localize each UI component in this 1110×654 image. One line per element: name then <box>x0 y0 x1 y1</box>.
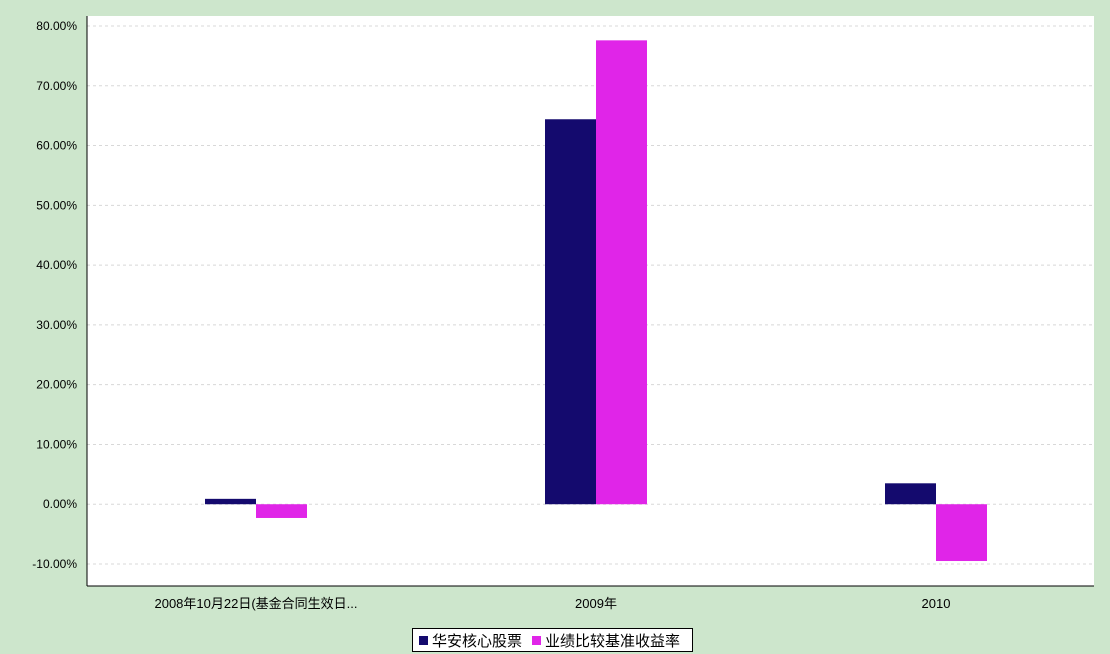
y-tick-label: 60.00% <box>36 139 77 153</box>
bar-2 <box>256 504 307 518</box>
y-tick-label: 0.00% <box>43 497 77 511</box>
y-tick-label: -10.00% <box>32 557 77 571</box>
y-tick-label: 10.00% <box>36 437 77 451</box>
bar-1 <box>205 498 256 505</box>
bar-1 <box>885 483 936 505</box>
legend-item-series-1: 华安核心股票 <box>419 630 522 651</box>
y-tick-label: 40.00% <box>36 258 77 272</box>
bar-1 <box>545 119 596 505</box>
y-tick-label: 20.00% <box>36 378 77 392</box>
y-tick-label: 30.00% <box>36 318 77 332</box>
x-tick-label: 2010 <box>922 596 951 611</box>
x-tick-label: 2009年 <box>575 596 617 611</box>
y-tick-label: 50.00% <box>36 198 77 212</box>
legend-swatch-series-2 <box>532 635 542 645</box>
legend-swatch-series-1 <box>419 635 428 645</box>
legend-label-series-2: 业绩比较基准收益率 <box>545 632 681 650</box>
legend-item-series-2: 业绩比较基准收益率 <box>532 630 680 651</box>
y-tick-label: 70.00% <box>36 79 77 93</box>
x-tick-label: 2008年10月22日(基金合同生效日... <box>154 596 357 611</box>
legend: 华安核心股票 业绩比较基准收益率 <box>412 628 694 652</box>
y-tick-label: 80.00% <box>36 19 77 33</box>
bar-2 <box>596 40 647 505</box>
bar-2 <box>936 504 987 562</box>
legend-label-series-1: 华安核心股票 <box>432 632 523 650</box>
